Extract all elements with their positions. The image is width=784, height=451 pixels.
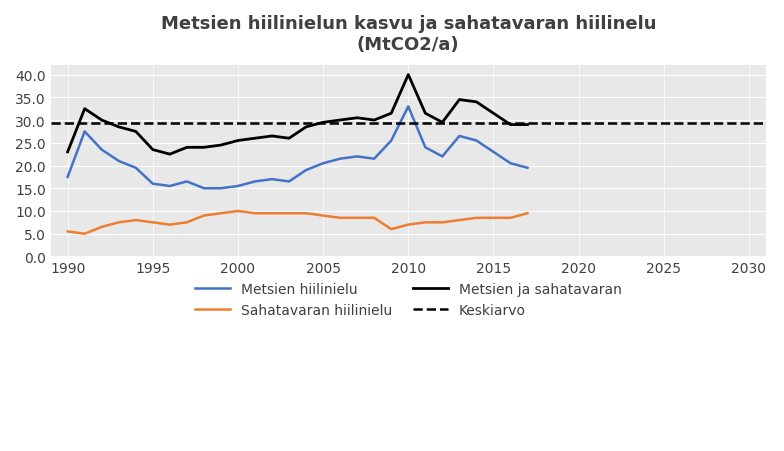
Sahatavaran hiilinielu xyxy=(148,220,158,226)
Sahatavaran hiilinielu xyxy=(506,216,515,221)
Metsien hiilinielu xyxy=(301,168,310,173)
Metsien hiilinielu xyxy=(437,154,447,160)
Sahatavaran hiilinielu xyxy=(182,220,191,226)
Sahatavaran hiilinielu xyxy=(455,218,464,223)
Legend: Metsien hiilinielu, Sahatavaran hiilinielu, Metsien ja sahatavaran, Keskiarvo: Metsien hiilinielu, Sahatavaran hiilinie… xyxy=(190,276,627,322)
Sahatavaran hiilinielu xyxy=(369,216,379,221)
Sahatavaran hiilinielu xyxy=(404,222,413,228)
Metsien ja sahatavaran xyxy=(437,120,447,126)
Metsien ja sahatavaran xyxy=(369,118,379,124)
Metsien hiilinielu xyxy=(523,166,532,171)
Sahatavaran hiilinielu xyxy=(301,211,310,216)
Metsien ja sahatavaran xyxy=(182,145,191,151)
Metsien hiilinielu xyxy=(387,138,396,144)
Metsien hiilinielu xyxy=(421,145,430,151)
Sahatavaran hiilinielu xyxy=(131,218,140,223)
Sahatavaran hiilinielu xyxy=(318,213,328,219)
Metsien ja sahatavaran xyxy=(234,138,243,144)
Sahatavaran hiilinielu xyxy=(250,211,260,216)
Metsien hiilinielu xyxy=(216,186,226,192)
Metsien ja sahatavaran xyxy=(148,147,158,153)
Metsien ja sahatavaran xyxy=(301,125,310,130)
Metsien ja sahatavaran xyxy=(387,111,396,117)
Metsien ja sahatavaran xyxy=(63,150,72,155)
Metsien hiilinielu xyxy=(199,186,209,192)
Metsien ja sahatavaran xyxy=(216,143,226,148)
Metsien hiilinielu xyxy=(182,179,191,185)
Sahatavaran hiilinielu xyxy=(199,213,209,219)
Metsien hiilinielu xyxy=(267,177,277,183)
Sahatavaran hiilinielu xyxy=(216,211,226,216)
Metsien hiilinielu xyxy=(63,175,72,180)
Metsien ja sahatavaran xyxy=(506,123,515,128)
Metsien hiilinielu xyxy=(250,179,260,185)
Sahatavaran hiilinielu xyxy=(336,216,345,221)
Line: Sahatavaran hiilinielu: Sahatavaran hiilinielu xyxy=(67,212,528,234)
Metsien ja sahatavaran xyxy=(285,136,294,142)
Metsien ja sahatavaran xyxy=(404,73,413,78)
Metsien hiilinielu xyxy=(369,156,379,162)
Sahatavaran hiilinielu xyxy=(234,209,243,214)
Metsien ja sahatavaran xyxy=(114,125,123,130)
Metsien hiilinielu xyxy=(97,147,107,153)
Sahatavaran hiilinielu xyxy=(165,222,175,228)
Sahatavaran hiilinielu xyxy=(437,220,447,226)
Metsien ja sahatavaran xyxy=(97,118,107,124)
Metsien hiilinielu xyxy=(285,179,294,185)
Metsien ja sahatavaran xyxy=(421,111,430,117)
Metsien hiilinielu xyxy=(472,138,481,144)
Metsien ja sahatavaran xyxy=(472,100,481,106)
Metsien hiilinielu xyxy=(131,166,140,171)
Metsien ja sahatavaran xyxy=(488,111,498,117)
Metsien ja sahatavaran xyxy=(250,136,260,142)
Title: Metsien hiilinielun kasvu ja sahatavaran hiilinelu
(MtCO2/a): Metsien hiilinielun kasvu ja sahatavaran… xyxy=(161,15,656,54)
Metsien hiilinielu xyxy=(165,184,175,189)
Metsien ja sahatavaran xyxy=(523,123,532,128)
Sahatavaran hiilinielu xyxy=(97,225,107,230)
Metsien hiilinielu xyxy=(488,150,498,155)
Metsien ja sahatavaran xyxy=(318,120,328,126)
Metsien hiilinielu xyxy=(404,105,413,110)
Metsien hiilinielu xyxy=(506,161,515,166)
Sahatavaran hiilinielu xyxy=(472,216,481,221)
Sahatavaran hiilinielu xyxy=(421,220,430,226)
Line: Metsien ja sahatavaran: Metsien ja sahatavaran xyxy=(67,75,528,155)
Metsien ja sahatavaran xyxy=(336,118,345,124)
Metsien ja sahatavaran xyxy=(165,152,175,157)
Metsien hiilinielu xyxy=(318,161,328,166)
Metsien ja sahatavaran xyxy=(131,129,140,135)
Metsien ja sahatavaran xyxy=(353,116,362,121)
Metsien hiilinielu xyxy=(353,154,362,160)
Metsien hiilinielu xyxy=(455,134,464,139)
Metsien ja sahatavaran xyxy=(455,98,464,103)
Line: Metsien hiilinielu: Metsien hiilinielu xyxy=(67,107,528,189)
Metsien hiilinielu xyxy=(80,129,89,135)
Metsien ja sahatavaran xyxy=(199,145,209,151)
Metsien ja sahatavaran xyxy=(80,107,89,112)
Metsien hiilinielu xyxy=(234,184,243,189)
Sahatavaran hiilinielu xyxy=(353,216,362,221)
Sahatavaran hiilinielu xyxy=(63,229,72,235)
Metsien ja sahatavaran xyxy=(267,134,277,139)
Sahatavaran hiilinielu xyxy=(488,216,498,221)
Sahatavaran hiilinielu xyxy=(387,227,396,232)
Metsien hiilinielu xyxy=(148,182,158,187)
Metsien hiilinielu xyxy=(114,159,123,164)
Sahatavaran hiilinielu xyxy=(114,220,123,226)
Sahatavaran hiilinielu xyxy=(80,231,89,237)
Sahatavaran hiilinielu xyxy=(523,211,532,216)
Sahatavaran hiilinielu xyxy=(285,211,294,216)
Sahatavaran hiilinielu xyxy=(267,211,277,216)
Metsien hiilinielu xyxy=(336,156,345,162)
